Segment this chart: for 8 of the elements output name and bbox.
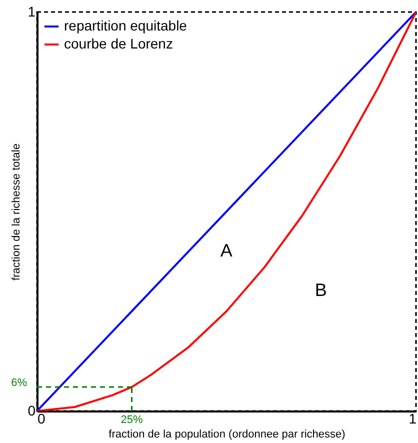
ref-line-label: 25%: [120, 414, 143, 426]
annotation: B: [314, 280, 327, 300]
x-axis-title: fraction de la population (ordonnee par richesse): [108, 428, 346, 440]
annotation: A: [220, 240, 232, 260]
y-axis-title: fraction de la richesse totale: [10, 144, 23, 280]
ref-line-label: 6%: [11, 377, 28, 390]
legend-label: courbe de Lorenz: [64, 36, 173, 52]
legend-label: repartition equitable: [64, 18, 188, 34]
